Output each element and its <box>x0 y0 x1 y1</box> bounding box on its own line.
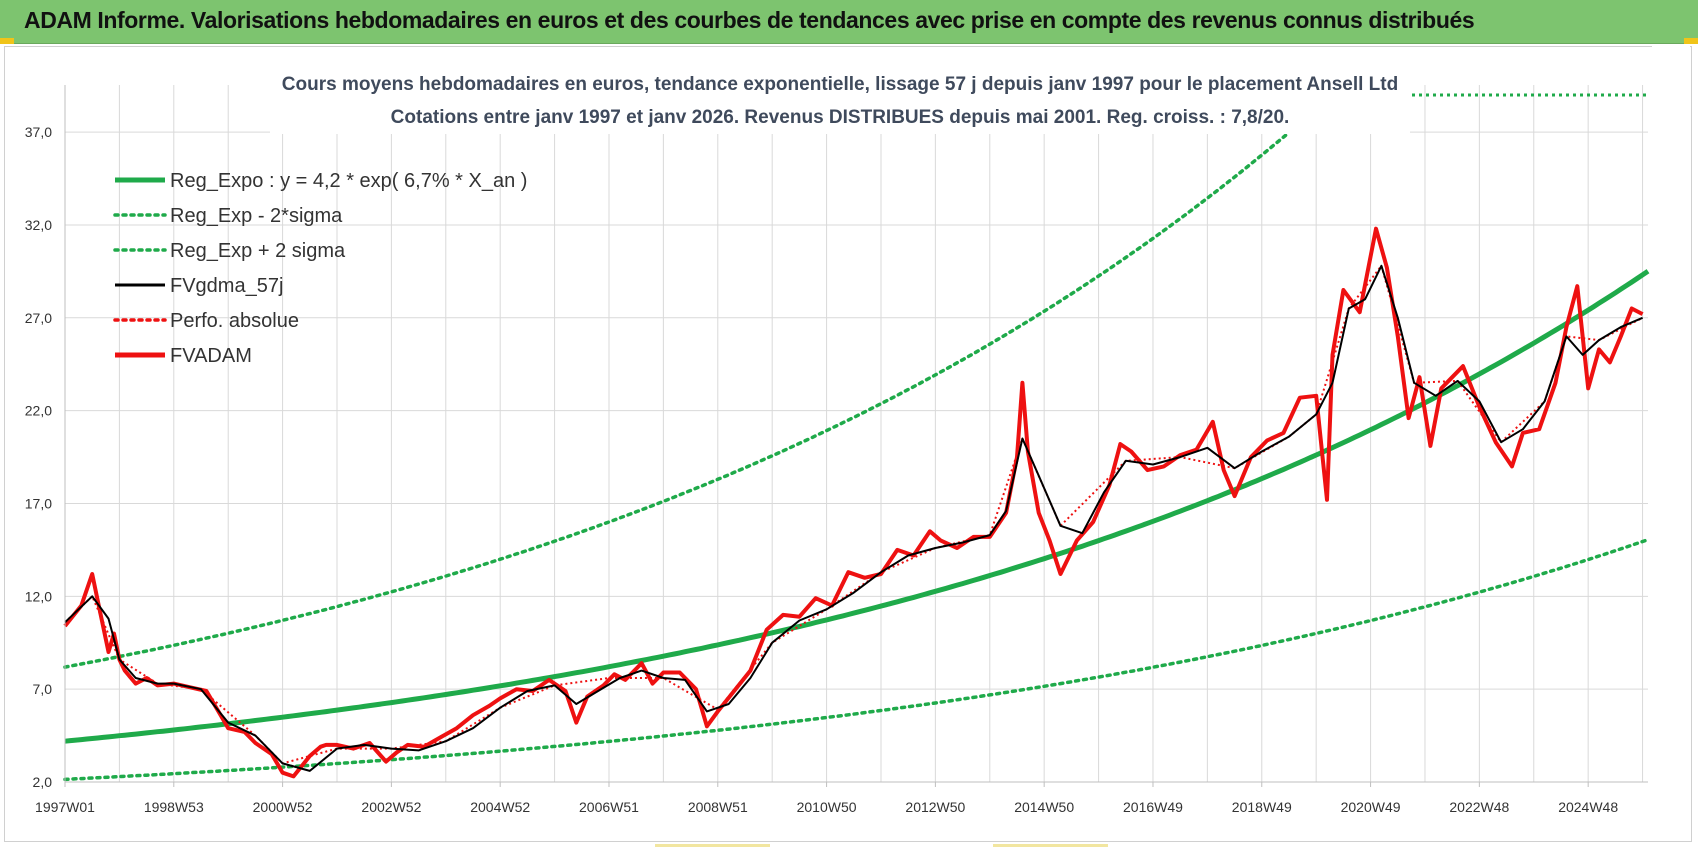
y-tick-label: 27,0 <box>25 310 52 326</box>
x-tick-label: 2022W48 <box>1449 799 1509 815</box>
legend-label: Reg_Exp + 2 sigma <box>170 240 346 262</box>
x-tick-label: 2016W49 <box>1123 799 1183 815</box>
gridlines <box>64 85 1648 783</box>
price-series <box>63 226 1644 779</box>
bottom-strip-left <box>655 844 770 847</box>
trend-regression-line <box>64 269 1650 744</box>
y-tick-label: 17,0 <box>25 495 52 511</box>
x-tick-label: 2018W49 <box>1232 799 1292 815</box>
y-tick-label: 22,0 <box>25 403 52 419</box>
x-tick-label: 2012W50 <box>905 799 965 815</box>
plot-mask-right <box>1652 46 1690 836</box>
legend-label: FVADAM <box>170 345 252 367</box>
x-tick-label: 2010W50 <box>797 799 857 815</box>
x-tick-label: 2004W52 <box>470 799 530 815</box>
report-title: ADAM Informe. Valorisations hebdomadaire… <box>24 7 1475 33</box>
y-tick-label: 37,0 <box>25 124 52 140</box>
chart-title-line-2: Cotations entre janv 1997 et janv 2026. … <box>391 107 1290 128</box>
x-tick-label: 2014W50 <box>1014 799 1074 815</box>
chart-title-backdrop <box>270 64 1410 134</box>
corner-marker-left <box>0 38 14 44</box>
y-tick-label: 12,0 <box>25 588 52 604</box>
x-tick-label: 1997W01 <box>35 799 95 815</box>
legend-label: Reg_Expo : y = 4,2 * exp( 6,7% * X_an ) <box>170 170 527 192</box>
series-fvgdma-line <box>64 264 1643 772</box>
legend-label: Reg_Exp - 2*sigma <box>170 205 343 227</box>
x-tick-label: 2006W51 <box>579 799 639 815</box>
x-tick-label: 2000W52 <box>253 799 313 815</box>
trend-lower-2sigma-line <box>63 537 1650 782</box>
x-tick-label: 2008W51 <box>688 799 748 815</box>
report-banner: ADAM Informe. Valorisations hebdomadaire… <box>0 0 1698 44</box>
trend-curves <box>63 78 1650 782</box>
y-tick-label: 32,0 <box>25 217 52 233</box>
legend-label: Perfo. absolue <box>170 310 299 332</box>
chart-frame <box>4 46 1692 842</box>
series-fvadam-line <box>63 226 1644 779</box>
chart-title-line-1: Cours moyens hebdomadaires en euros, ten… <box>282 74 1398 95</box>
axes: 2,0 7,0 12,0 17,0 22,0 27,0 32,0 37,0 1997W01 199… <box>25 85 1648 815</box>
x-tick-label: 2024W48 <box>1558 799 1618 815</box>
corner-marker-right <box>1684 38 1698 44</box>
y-tick-label: 2,0 <box>33 774 53 790</box>
x-tick-label: 1998W53 <box>144 799 204 815</box>
y-tick-label: 7,0 <box>33 681 53 697</box>
x-tick-label: 2002W52 <box>361 799 421 815</box>
trend-upper-2sigma-line <box>63 78 1351 669</box>
legend: Reg_Expo : y = 4,2 * exp( 6,7% * X_an ) R… <box>113 170 527 367</box>
x-tick-label: 2020W49 <box>1341 799 1401 815</box>
legend-label: FVgdma_57j <box>170 275 283 297</box>
bottom-strip-right <box>993 844 1108 847</box>
